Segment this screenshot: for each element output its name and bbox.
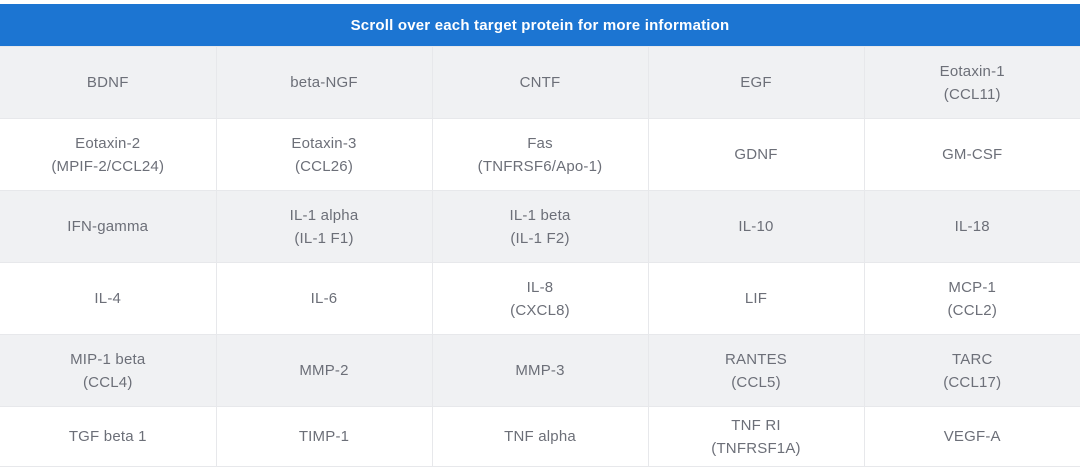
protein-name: IL-1 alpha xyxy=(289,206,359,224)
protein-cell[interactable]: Eotaxin-1 (CCL11) xyxy=(863,46,1080,119)
table-row: IFN-gamma IL-1 alpha (IL-1 F1) IL-1 beta… xyxy=(0,190,1080,263)
protein-cell[interactable]: BDNF xyxy=(0,46,217,119)
protein-cell[interactable]: TNF alpha xyxy=(431,406,649,467)
protein-name: VEGF-A xyxy=(943,428,1001,445)
protein-name: MMP-2 xyxy=(299,362,349,379)
protein-name: Eotaxin-3 xyxy=(291,134,357,152)
protein-name: CNTF xyxy=(519,74,561,91)
protein-cell[interactable]: Eotaxin-3 (CCL26) xyxy=(215,118,433,191)
protein-name: IL-10 xyxy=(738,218,774,235)
protein-alias: (TNFRSF6/Apo-1) xyxy=(477,157,603,175)
protein-cell[interactable]: CNTF xyxy=(431,46,649,119)
protein-cell[interactable]: EGF xyxy=(647,46,865,119)
protein-alias: (IL-1 F1) xyxy=(294,229,354,247)
protein-name: MIP-1 beta xyxy=(70,350,146,368)
protein-alias: (MPIF-2/CCL24) xyxy=(51,157,165,175)
protein-cell[interactable]: IL-8 (CXCL8) xyxy=(431,262,649,335)
protein-cell[interactable]: GDNF xyxy=(647,118,865,191)
protein-cell[interactable]: MCP-1 (CCL2) xyxy=(863,262,1080,335)
protein-alias: (CCL11) xyxy=(943,85,1001,103)
protein-name: TIMP-1 xyxy=(298,428,350,445)
protein-name: BDNF xyxy=(86,74,129,91)
protein-name: RANTES xyxy=(724,350,788,368)
protein-alias: (CCL17) xyxy=(943,373,1002,391)
protein-cell[interactable]: IFN-gamma xyxy=(0,190,217,263)
protein-alias: (TNFRSF1A) xyxy=(711,439,801,457)
protein-alias: (CCL26) xyxy=(294,157,354,175)
protein-name: MCP-1 xyxy=(948,278,997,296)
protein-cell[interactable]: beta-NGF xyxy=(215,46,433,119)
protein-alias: (CCL5) xyxy=(731,373,781,391)
protein-name: EGF xyxy=(740,74,772,91)
protein-alias: (CCL2) xyxy=(947,301,998,319)
protein-cell[interactable]: IL-4 xyxy=(0,262,217,335)
protein-cell[interactable]: TIMP-1 xyxy=(215,406,433,467)
protein-name: IL-4 xyxy=(94,290,122,307)
protein-alias: (IL-1 F2) xyxy=(510,229,570,247)
protein-name: IL-18 xyxy=(954,218,990,235)
protein-name: TNF alpha xyxy=(504,428,576,445)
protein-name: TNF RI xyxy=(731,416,781,434)
protein-cell[interactable]: VEGF-A xyxy=(863,406,1080,467)
protein-name: Eotaxin-2 xyxy=(75,134,141,152)
protein-cell[interactable]: TNF RI (TNFRSF1A) xyxy=(647,406,865,467)
target-protein-table: BDNF beta-NGF CNTF EGF Eotaxin-1 ( xyxy=(0,46,1080,467)
protein-cell[interactable]: IL-1 beta (IL-1 F2) xyxy=(431,190,649,263)
protein-cell[interactable]: TARC (CCL17) xyxy=(863,334,1080,407)
protein-cell[interactable]: Eotaxin-2 (MPIF-2/CCL24) xyxy=(0,118,217,191)
protein-name: GM-CSF xyxy=(942,146,1003,163)
protein-name: TARC xyxy=(951,350,993,368)
table-row: BDNF beta-NGF CNTF EGF Eotaxin-1 ( xyxy=(0,46,1080,119)
protein-name: Eotaxin-1 xyxy=(939,62,1005,80)
protein-name: TGF beta 1 xyxy=(68,428,147,445)
protein-cell[interactable]: GM-CSF xyxy=(863,118,1080,191)
protein-alias: (CXCL8) xyxy=(510,301,570,319)
protein-name: MMP-3 xyxy=(515,362,565,379)
protein-alias: (CCL4) xyxy=(82,373,133,391)
protein-cell[interactable]: MIP-1 beta (CCL4) xyxy=(0,334,217,407)
protein-cell[interactable]: LIF xyxy=(647,262,865,335)
table-row: IL-4 IL-6 IL-8 (CXCL8) LIF MCP-1 (C xyxy=(0,262,1080,335)
protein-cell[interactable]: MMP-2 xyxy=(215,334,433,407)
protein-cell[interactable]: IL-10 xyxy=(647,190,865,263)
protein-name: IL-1 beta xyxy=(509,206,571,224)
table-row: Eotaxin-2 (MPIF-2/CCL24) Eotaxin-3 (CCL2… xyxy=(0,118,1080,191)
protein-cell[interactable]: IL-1 alpha (IL-1 F1) xyxy=(215,190,433,263)
protein-name: GDNF xyxy=(734,146,778,163)
protein-name: IFN-gamma xyxy=(67,218,149,235)
protein-cell[interactable]: TGF beta 1 xyxy=(0,406,217,467)
protein-name: IL-6 xyxy=(310,290,338,307)
info-banner-label: Scroll over each target protein for more… xyxy=(350,16,730,34)
protein-name: beta-NGF xyxy=(290,74,358,91)
protein-cell[interactable]: Fas (TNFRSF6/Apo-1) xyxy=(431,118,649,191)
protein-cell[interactable]: MMP-3 xyxy=(431,334,649,407)
info-banner: Scroll over each target protein for more… xyxy=(0,4,1080,46)
protein-name: IL-8 xyxy=(526,278,554,296)
table-row: TGF beta 1 TIMP-1 TNF alpha TNF RI (TNFR… xyxy=(0,406,1080,467)
protein-cell[interactable]: RANTES (CCL5) xyxy=(647,334,865,407)
protein-cell[interactable]: IL-6 xyxy=(215,262,433,335)
protein-name: LIF xyxy=(744,290,768,307)
protein-cell[interactable]: IL-18 xyxy=(863,190,1080,263)
protein-name: Fas xyxy=(527,134,553,152)
table-row: MIP-1 beta (CCL4) MMP-2 MMP-3 RANTES (CC… xyxy=(0,334,1080,407)
